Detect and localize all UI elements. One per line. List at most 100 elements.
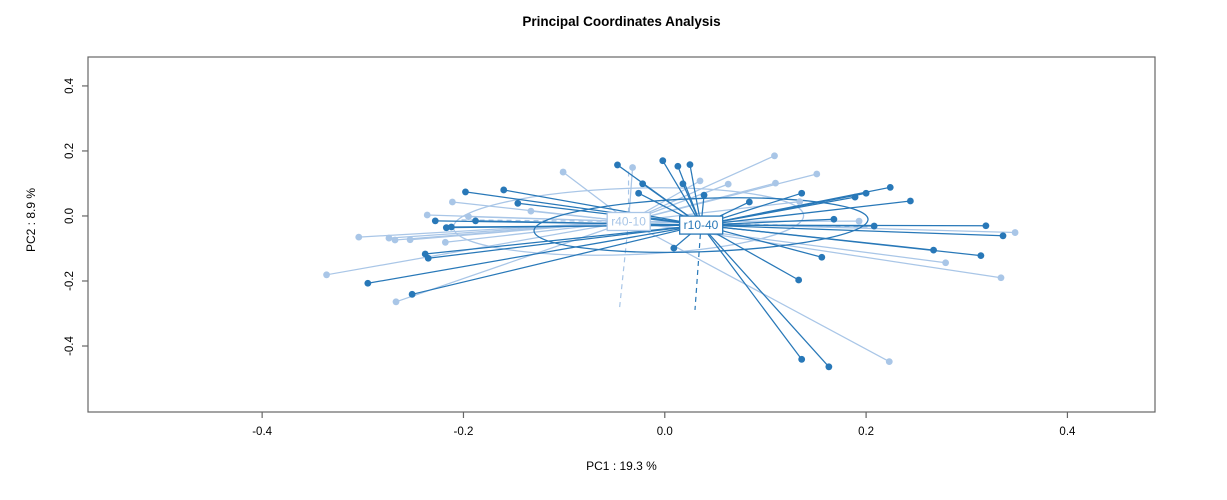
y-tick-label: 0.2 — [64, 143, 76, 159]
spider-segment — [425, 224, 702, 255]
data-point — [385, 234, 393, 242]
x-tick-label: 0.4 — [1059, 426, 1076, 438]
data-point — [999, 232, 1007, 240]
data-point — [465, 213, 472, 221]
data-point — [639, 180, 647, 188]
data-point — [670, 244, 678, 252]
spider-segment — [628, 182, 776, 223]
spider-segment — [628, 220, 890, 363]
data-point — [424, 254, 432, 262]
data-point — [977, 252, 985, 260]
x-tick-label: 0.0 — [657, 426, 673, 438]
spider-segment — [628, 201, 800, 223]
data-point — [462, 188, 469, 196]
y-tick-label: 0.0 — [64, 208, 76, 224]
spider-segment — [700, 224, 1004, 237]
data-point — [629, 164, 636, 171]
dashed-segment — [458, 219, 629, 223]
data-point — [391, 236, 399, 244]
data-point — [559, 168, 567, 176]
data-point — [771, 152, 778, 160]
x-tick-label: -0.2 — [454, 426, 474, 438]
y-tick-label: -0.4 — [64, 336, 76, 356]
data-point — [825, 363, 833, 371]
dashed-segment — [694, 225, 702, 310]
centroid-label: r40-10 — [611, 214, 646, 228]
centroid-label: r10-40 — [684, 218, 719, 232]
spider-segment — [451, 224, 702, 228]
data-point — [614, 161, 621, 169]
data-point — [982, 222, 990, 230]
spider-segment — [475, 220, 702, 226]
data-point — [855, 217, 863, 225]
spider-segment — [411, 224, 702, 295]
spider-segment — [689, 164, 702, 226]
x-tick-label: -0.4 — [252, 426, 272, 438]
data-point — [851, 193, 859, 201]
data-point — [1011, 229, 1019, 236]
data-point — [441, 238, 449, 246]
data-point — [448, 198, 456, 206]
centroid-label-box — [679, 215, 724, 235]
spider-segment — [700, 200, 911, 226]
data-point — [447, 223, 455, 231]
data-point — [745, 198, 753, 206]
spider-segment — [662, 160, 702, 226]
data-point — [472, 217, 479, 225]
spider-segment — [367, 224, 702, 284]
data-point — [830, 215, 838, 223]
data-point — [942, 259, 950, 267]
spider-segment — [700, 224, 830, 368]
data-point — [364, 279, 372, 287]
data-point — [798, 189, 806, 197]
group-ellipse — [533, 197, 869, 253]
data-point — [431, 217, 439, 225]
data-point — [635, 189, 643, 197]
y-tick-label: -0.2 — [64, 271, 76, 291]
data-point — [442, 224, 450, 232]
data-point — [772, 179, 779, 187]
data-point — [408, 290, 416, 298]
data-point — [406, 236, 414, 244]
data-point — [906, 197, 914, 205]
y-tick-label: 0.4 — [64, 77, 76, 94]
data-point — [700, 191, 708, 199]
data-point — [500, 186, 508, 194]
data-point — [392, 298, 400, 306]
data-point — [724, 180, 732, 188]
spider-segment — [700, 224, 803, 360]
data-point — [527, 207, 535, 215]
plot-frame — [87, 56, 1156, 413]
data-point — [885, 358, 893, 366]
data-point — [813, 170, 821, 178]
data-point — [870, 222, 878, 230]
data-point — [659, 157, 667, 165]
spider-segment — [428, 224, 702, 259]
x-axis-label: PC1 : 19.3 % — [586, 459, 657, 473]
data-point — [423, 211, 431, 219]
data-point — [795, 276, 803, 284]
x-tick-label: 0.2 — [858, 426, 874, 438]
data-point — [886, 183, 894, 191]
data-point — [796, 198, 804, 206]
centroid-label-box — [606, 211, 651, 232]
data-point — [355, 233, 363, 241]
data-point — [679, 180, 687, 188]
data-point — [696, 177, 704, 185]
spider-segment — [701, 224, 986, 227]
data-point — [323, 271, 330, 279]
spider-segment — [410, 220, 629, 241]
data-point — [798, 355, 806, 363]
data-point — [930, 246, 937, 254]
data-point — [674, 162, 682, 170]
spider-segment — [445, 220, 629, 243]
data-point — [997, 274, 1005, 282]
dashed-segment — [618, 221, 630, 309]
data-point — [862, 189, 870, 197]
chart-title: Principal Coordinates Analysis — [522, 14, 721, 29]
spider-segment — [700, 186, 891, 226]
data-point — [818, 253, 826, 261]
spider-segment — [465, 191, 702, 226]
